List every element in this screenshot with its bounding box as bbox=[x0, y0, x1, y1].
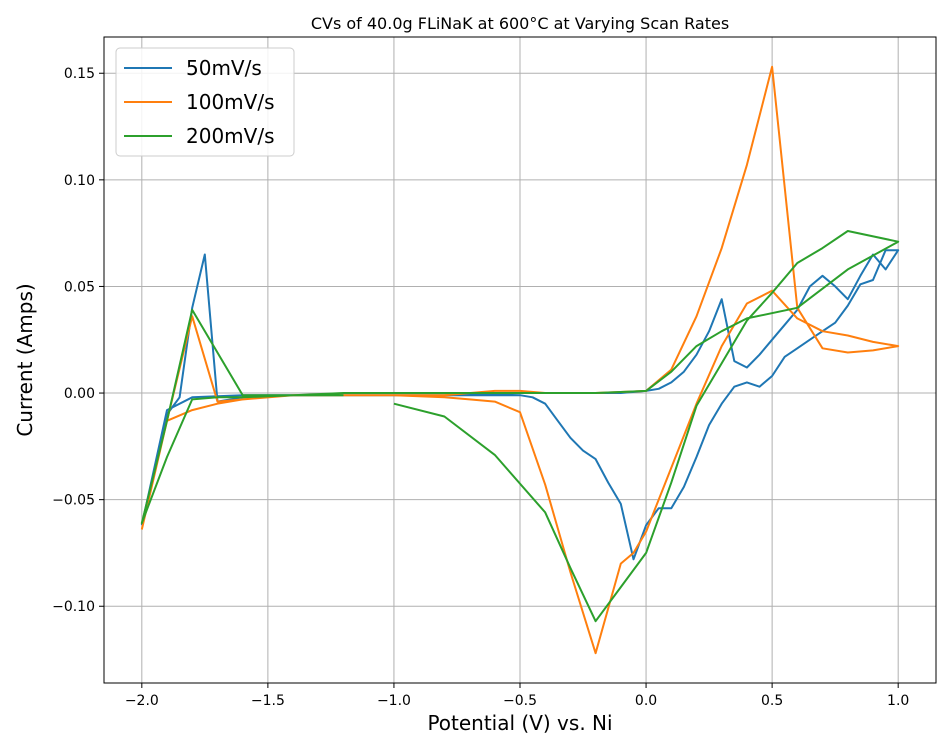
legend-label: 200mV/s bbox=[186, 124, 275, 148]
x-tick-label: 0.0 bbox=[635, 693, 657, 709]
x-axis-label: Potential (V) vs. Ni bbox=[427, 711, 612, 735]
legend-box bbox=[115, 47, 295, 157]
x-tick-label: −1.0 bbox=[377, 693, 411, 709]
x-tick-label: −0.5 bbox=[503, 693, 537, 709]
series-line-200mv-s bbox=[140, 230, 900, 623]
legend-label: 50mV/s bbox=[186, 56, 262, 80]
legend-label: 100mV/s bbox=[186, 90, 275, 114]
x-tick-label: 1.0 bbox=[887, 693, 909, 709]
y-axis-ticks: −0.10 −0.05 0.00 0.05 0.10 0.15 bbox=[52, 66, 104, 615]
y-axis-label: Current (Amps) bbox=[13, 283, 37, 436]
x-tick-label: −1.5 bbox=[251, 693, 285, 709]
y-tick-label: −0.10 bbox=[52, 599, 95, 615]
y-tick-label: 0.10 bbox=[64, 173, 95, 189]
x-tick-label: 0.5 bbox=[761, 693, 783, 709]
x-tick-label: −2.0 bbox=[125, 693, 159, 709]
series-line-50mv-s bbox=[140, 249, 900, 561]
y-tick-label: −0.05 bbox=[52, 493, 95, 509]
series-line-100mv-s bbox=[140, 65, 900, 655]
x-axis-ticks: −2.0 −1.5 −1.0 −0.5 0.0 0.5 1.0 bbox=[125, 683, 909, 709]
series-layer bbox=[140, 65, 900, 655]
y-tick-label: 0.00 bbox=[64, 386, 95, 402]
legend: 50mV/s 100mV/s 200mV/s bbox=[115, 47, 295, 157]
y-tick-label: 0.15 bbox=[64, 66, 95, 82]
y-tick-label: 0.05 bbox=[64, 279, 95, 295]
chart-title: CVs of 40.0g FLiNaK at 600°C at Varying … bbox=[311, 14, 729, 33]
